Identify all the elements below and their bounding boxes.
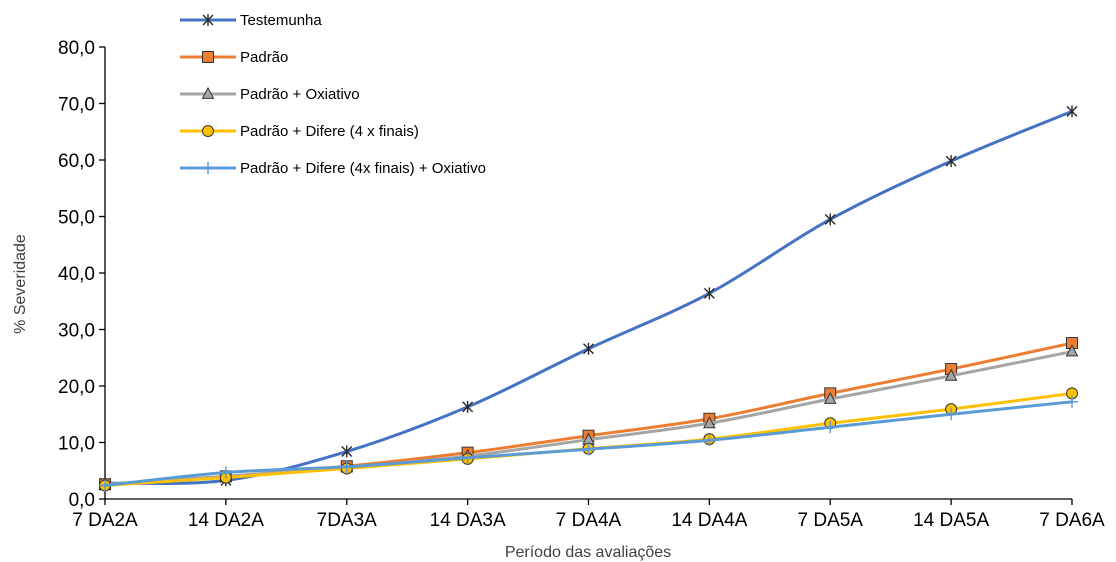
data-point [1066, 105, 1078, 118]
x-axis-title: Período das avaliações [505, 544, 671, 561]
x-tick-label: 14 DA4A [671, 510, 747, 531]
data-point [703, 287, 715, 300]
y-tick-label: 10,0 [58, 434, 95, 455]
data-point [1065, 395, 1079, 408]
legend: Testemunha Padrão Padrão + Oxiativo Padrão … [180, 12, 486, 177]
series-layer [98, 105, 1079, 492]
data-point [341, 445, 353, 458]
legend-marker [201, 161, 215, 175]
legend-marker [201, 86, 215, 99]
legend-label: Padrão [240, 49, 288, 66]
legend-marker [202, 14, 214, 26]
legend-marker [202, 51, 214, 63]
data-point [583, 342, 594, 355]
legend-label: Testemunha [240, 12, 322, 29]
x-tick-label: 7 DA6A [1039, 510, 1105, 531]
data-point [945, 408, 958, 421]
data-point [944, 368, 958, 381]
y-tick-label: 30,0 [58, 321, 95, 342]
x-tick-label: 14 DA2A [188, 510, 264, 531]
legend-marker [202, 125, 214, 137]
data-point [462, 400, 474, 413]
y-tick-label: 0,0 [69, 490, 95, 511]
series-4 [98, 395, 1079, 492]
data-point [703, 416, 716, 429]
data-point [98, 479, 112, 492]
y-tick-label: 20,0 [58, 377, 95, 398]
x-tick-label: 7 DA4A [556, 510, 622, 531]
y-tick-label: 60,0 [58, 151, 95, 172]
legend-label: Padrão + Oxiativo [240, 86, 360, 103]
y-tick-label: 40,0 [58, 264, 95, 285]
series-line [103, 341, 1074, 486]
data-point [945, 155, 957, 168]
y-axis-title: % Severidade [12, 234, 29, 334]
legend-label: Padrão + Difere (4x finais) + Oxiativo [240, 160, 486, 177]
x-tick-label: 14 DA3A [430, 510, 506, 531]
data-point [824, 421, 837, 434]
y-tick-label: 70,0 [58, 95, 95, 116]
data-point [824, 213, 836, 226]
axes: 0,0 10,0 20,0 30,0 40,0 50,0 60,0 70,0 80,0 7 DA2… [58, 38, 1105, 531]
data-point [582, 443, 595, 456]
y-tick-label: 50,0 [58, 208, 95, 229]
data-point [461, 451, 474, 464]
x-tick-label: 7 DA2A [72, 510, 138, 531]
series-1 [99, 337, 1078, 491]
data-point [823, 391, 837, 404]
y-tick-label: 80,0 [58, 38, 95, 59]
x-tick-label: 7 DA5A [798, 510, 864, 531]
data-point [1065, 344, 1079, 357]
data-point [219, 466, 232, 479]
x-tick-label: 7DA3A [317, 510, 378, 531]
x-tick-label: 14 DA5A [913, 510, 989, 531]
data-point [703, 434, 716, 447]
legend-label: Padrão + Difere (4 x finais) [240, 123, 419, 140]
data-point [340, 460, 353, 473]
